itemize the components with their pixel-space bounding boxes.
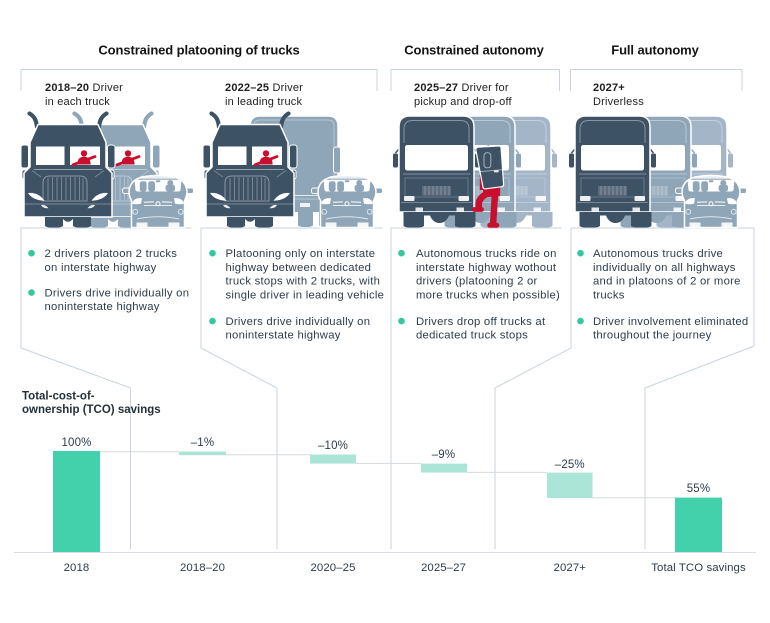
svg-text:–10%: –10% bbox=[318, 440, 348, 452]
svg-text:Constrained platooning of truc: Constrained platooning of trucks bbox=[98, 43, 299, 58]
svg-text:100%: 100% bbox=[61, 437, 91, 449]
svg-text:pickup and drop-off: pickup and drop-off bbox=[414, 96, 513, 108]
svg-text:dedicated truck stops: dedicated truck stops bbox=[416, 330, 528, 342]
svg-text:more trucks when possible): more trucks when possible) bbox=[416, 289, 560, 301]
svg-text:Platooning only on interstate: Platooning only on interstate bbox=[226, 248, 376, 260]
svg-text:2 drivers platoon 2 trucks: 2 drivers platoon 2 trucks bbox=[45, 248, 178, 260]
svg-text:on interstate highway: on interstate highway bbox=[45, 262, 157, 274]
svg-text:Drivers drop off trucks at: Drivers drop off trucks at bbox=[416, 316, 546, 328]
svg-text:–9%: –9% bbox=[432, 449, 455, 461]
svg-text:Autonomous trucks drive: Autonomous trucks drive bbox=[593, 248, 723, 260]
svg-text:interstate highway wothout: interstate highway wothout bbox=[416, 262, 557, 274]
svg-text:drivers (platooning 2 or: drivers (platooning 2 or bbox=[416, 276, 538, 288]
svg-text:single driver in leading vehic: single driver in leading vehicle bbox=[226, 289, 385, 301]
svg-text:2018–20 Driver: 2018–20 Driver bbox=[45, 82, 123, 94]
svg-text:2027+: 2027+ bbox=[554, 562, 587, 574]
svg-text:in each truck: in each truck bbox=[45, 96, 110, 108]
svg-text:Total-cost-of-: Total-cost-of- bbox=[22, 390, 95, 402]
svg-text:Full autonomy: Full autonomy bbox=[611, 43, 699, 58]
svg-text:Driver involvement eliminated: Driver involvement eliminated bbox=[593, 316, 748, 328]
svg-text:2020–25: 2020–25 bbox=[310, 562, 355, 574]
svg-text:Total TCO savings: Total TCO savings bbox=[651, 562, 746, 574]
svg-text:noninterstate highway: noninterstate highway bbox=[226, 330, 341, 342]
svg-text:noninterstate highway: noninterstate highway bbox=[45, 301, 160, 313]
svg-text:55%: 55% bbox=[687, 483, 710, 495]
svg-text:and in platoons of 2 or more: and in platoons of 2 or more bbox=[593, 276, 741, 288]
svg-text:Autonomous trucks ride on: Autonomous trucks ride on bbox=[416, 248, 557, 260]
svg-text:Driverless: Driverless bbox=[593, 96, 644, 108]
svg-text:–1%: –1% bbox=[191, 437, 214, 449]
svg-text:2022–25 Driver: 2022–25 Driver bbox=[225, 82, 303, 94]
svg-text:2025–27: 2025–27 bbox=[421, 562, 466, 574]
svg-text:Drivers drive individually on: Drivers drive individually on bbox=[226, 316, 371, 328]
svg-text:truck stops with 2 trucks, wit: truck stops with 2 trucks, with bbox=[226, 276, 381, 288]
svg-text:Constrained autonomy: Constrained autonomy bbox=[404, 43, 544, 58]
svg-text:2018–20: 2018–20 bbox=[180, 562, 225, 574]
svg-text:Drivers drive individually on: Drivers drive individually on bbox=[45, 287, 190, 299]
svg-text:throughout the journey: throughout the journey bbox=[593, 330, 712, 342]
svg-text:trucks: trucks bbox=[593, 289, 625, 301]
svg-text:2018: 2018 bbox=[64, 562, 90, 574]
svg-text:ownership (TCO) savings: ownership (TCO) savings bbox=[22, 404, 161, 416]
svg-text:in leading truck: in leading truck bbox=[225, 96, 302, 108]
svg-text:2025–27 Driver for: 2025–27 Driver for bbox=[414, 82, 509, 94]
svg-text:–25%: –25% bbox=[555, 459, 585, 471]
svg-text:individually on all highways: individually on all highways bbox=[593, 262, 736, 274]
svg-text:highway between dedicated: highway between dedicated bbox=[226, 262, 372, 274]
svg-text:2027+: 2027+ bbox=[593, 82, 625, 94]
